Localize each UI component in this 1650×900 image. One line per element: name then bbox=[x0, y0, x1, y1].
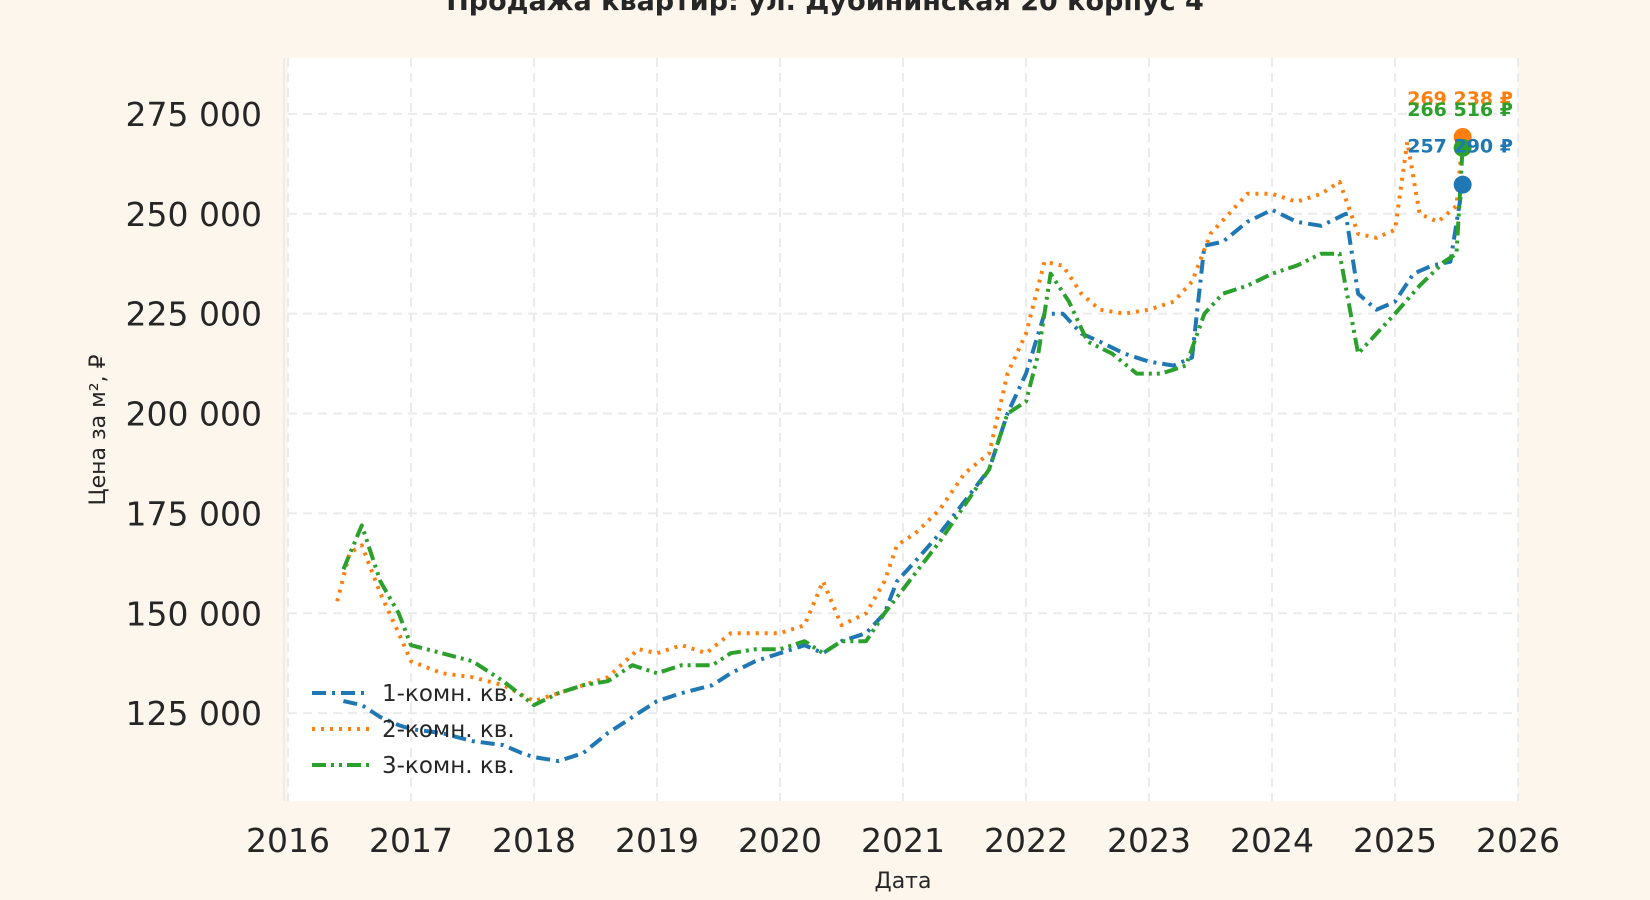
x-tick-label: 2019 bbox=[615, 821, 699, 860]
x-tick-label: 2018 bbox=[492, 821, 576, 860]
legend: 1-комн. кв. 2-комн. кв. 3-комн. кв. bbox=[312, 681, 515, 779]
y-tick-label: 175 000 bbox=[126, 494, 262, 533]
series-line-1 bbox=[342, 184, 1465, 764]
x-tick-label: 2024 bbox=[1230, 821, 1314, 860]
x-tick-label: 2021 bbox=[861, 821, 945, 860]
x-axis-ticks: 2016 2017 2018 2019 2020 2021 2022 2023 2024 2025… bbox=[246, 821, 1560, 860]
y-axis-ticks: 125 000 150 000 175 000 200 000 225 000 250 0… bbox=[126, 95, 262, 733]
y-tick-label: 275 000 bbox=[126, 95, 262, 134]
series-line-3 bbox=[341, 147, 1465, 708]
end-marker-1 bbox=[1453, 175, 1472, 194]
end-markers: 269 238 ₽266 516 ₽ 257 290 ₽ bbox=[1407, 88, 1513, 194]
end-value-label-3: 266 516 ₽ bbox=[1407, 99, 1513, 121]
x-tick-label: 2016 bbox=[246, 821, 330, 860]
x-tick-label: 2026 bbox=[1476, 821, 1560, 860]
legend-label-2: 2-комн. кв. bbox=[382, 717, 515, 743]
y-tick-label: 225 000 bbox=[126, 295, 262, 334]
y-tick-label: 250 000 bbox=[126, 195, 262, 234]
y-axis-label: Цена за м², ₽ bbox=[86, 354, 111, 505]
x-tick-label: 2017 bbox=[369, 821, 453, 860]
x-tick-label: 2025 bbox=[1353, 821, 1437, 860]
y-tick-label: 150 000 bbox=[126, 594, 262, 633]
x-tick-label: 2023 bbox=[1107, 821, 1191, 860]
end-value-label-2: 269 238 ₽ bbox=[1407, 88, 1513, 110]
legend-label-3: 3-комн. кв. bbox=[382, 753, 515, 779]
legend-label-1: 1-комн. кв. bbox=[382, 681, 515, 707]
end-value-label-1: 257 290 ₽ bbox=[1407, 136, 1513, 158]
series-lines bbox=[335, 136, 1465, 764]
grid bbox=[283, 58, 1519, 801]
x-tick-label: 2020 bbox=[738, 821, 822, 860]
x-axis-label: Дата bbox=[875, 869, 932, 894]
x-tick-label: 2022 bbox=[984, 821, 1068, 860]
y-tick-label: 200 000 bbox=[126, 395, 262, 434]
end-marker-3 bbox=[1453, 138, 1472, 157]
y-tick-label: 125 000 bbox=[126, 694, 262, 733]
chart-title: Продажа квартир: ул. Дубининская 20 корп… bbox=[446, 0, 1204, 17]
